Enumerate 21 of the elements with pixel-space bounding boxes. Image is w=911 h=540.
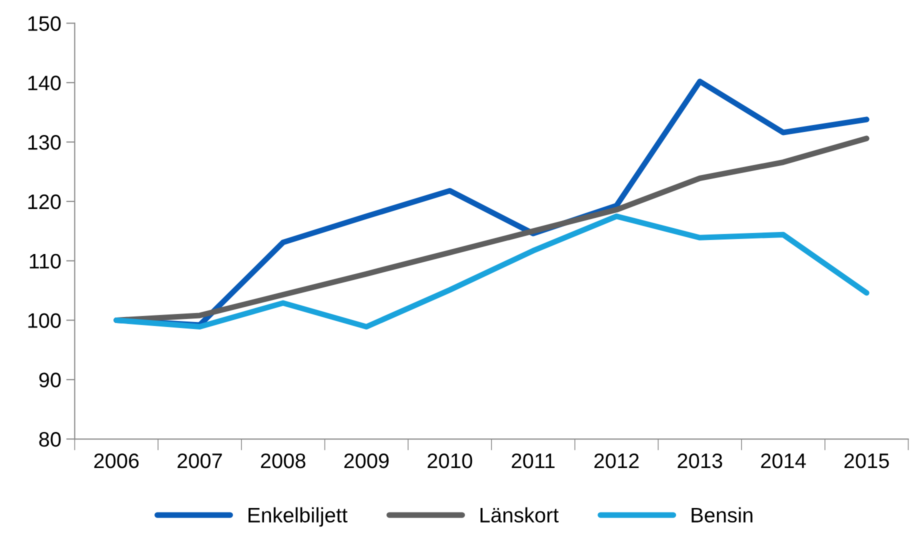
y-tick-label: 100 xyxy=(28,313,61,328)
x-tick-label: 2011 xyxy=(512,453,555,468)
legend-label: Enkelbiljett xyxy=(248,507,348,527)
legend-label: Länskort xyxy=(480,507,559,523)
y-tick-label: 150 xyxy=(28,16,61,31)
y-tick-label: 90 xyxy=(39,372,61,388)
x-tick-label: 2015 xyxy=(844,453,889,468)
legend-label: Bensin xyxy=(692,507,752,523)
y-tick-label: 80 xyxy=(39,432,61,447)
x-tick-label: 2006 xyxy=(94,453,139,468)
x-tick-label: 2009 xyxy=(344,453,389,468)
x-tick-label: 2008 xyxy=(260,453,306,468)
y-tick-label: 110 xyxy=(30,254,61,269)
x-tick-label: 2013 xyxy=(678,453,722,468)
x-tick-label: 2014 xyxy=(761,453,806,468)
x-tick-label: 2007 xyxy=(178,453,222,468)
y-tick-label: 120 xyxy=(28,194,61,210)
y-tick-label: 140 xyxy=(28,76,61,90)
y-tick-label: 130 xyxy=(28,135,61,150)
x-tick-label: 2012 xyxy=(594,453,639,468)
x-tick-label: 2010 xyxy=(428,453,472,468)
